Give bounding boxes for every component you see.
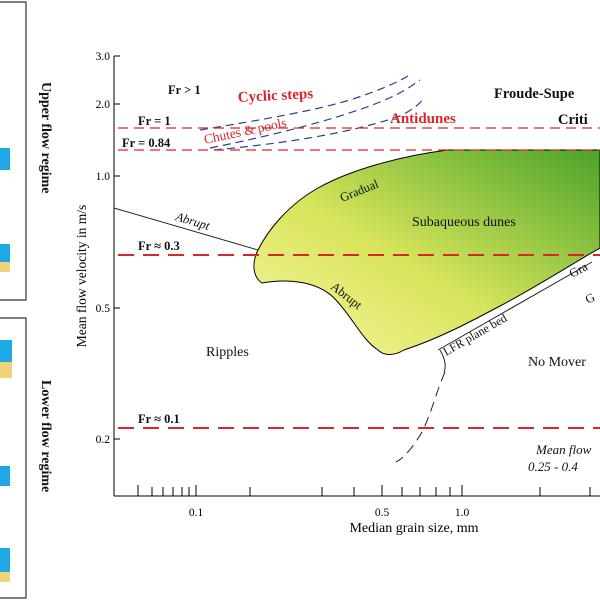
fr-084-label: Fr = 0.84 xyxy=(122,136,171,150)
chutes-pools-boundary-upper xyxy=(209,79,421,149)
g-right-label: G xyxy=(583,290,598,307)
x-axis-label: Median grain size, mm xyxy=(349,521,478,536)
lower-regime-icon-3-sediment xyxy=(0,572,10,582)
lower-regime-icon-3 xyxy=(0,548,10,572)
critical-label: Criti xyxy=(558,112,588,128)
left-bracket-panel: Upper flow regime Lower flow regime xyxy=(0,1,53,599)
lfr-boundary-line xyxy=(437,261,593,351)
lower-regime-bracket xyxy=(0,317,27,599)
y-tick-1: 1.0 xyxy=(96,171,111,183)
lfr-boundary-tick xyxy=(439,349,446,373)
supercritical-label: Froude-Supe xyxy=(494,86,575,102)
upper-regime-icon-1 xyxy=(0,148,10,170)
abrupt-upper-label: Abrupt xyxy=(173,209,212,233)
y-tick-05: 0.5 xyxy=(96,303,111,315)
ripples-label: Ripples xyxy=(206,345,249,360)
chutes-pools-boundary-lower xyxy=(213,97,425,151)
lower-regime-icon-1 xyxy=(0,340,12,362)
upper-regime-bracket xyxy=(0,1,27,301)
upper-regime-icon-2 xyxy=(0,244,10,262)
lower-regime-icon-2 xyxy=(0,466,10,486)
x-ticks xyxy=(137,485,591,496)
y-axis-label: Mean flow velocity in m/s xyxy=(74,205,89,347)
lower-regime-icon-1-sediment xyxy=(0,362,12,378)
mean-flow-label-line2: 0.25 - 0.4 xyxy=(528,459,578,474)
y-tick-3: 3.0 xyxy=(96,51,111,63)
x-tick-10: 1.0 xyxy=(455,507,470,519)
fr-01-label: Fr ≈ 0.1 xyxy=(138,412,180,426)
cyclic-steps-boundary xyxy=(199,75,409,131)
lower-regime-label: Lower flow regime xyxy=(38,380,53,492)
upper-regime-icon-2-sediment xyxy=(0,262,10,272)
cyclic-steps-label: Cyclic steps xyxy=(237,86,313,106)
x-tick-01: 0.1 xyxy=(189,507,204,519)
y-tick-2: 2.0 xyxy=(96,99,111,111)
upper-regime-label: Upper flow regime xyxy=(38,82,53,193)
antidunes-label: Antidunes xyxy=(390,111,456,127)
fr-03-label: Fr ≈ 0.3 xyxy=(138,239,180,253)
abrupt-boundary-ripples-upper xyxy=(113,207,259,251)
subaqueous-dunes-label: Subaqueous dunes xyxy=(412,215,516,230)
y-tick-02: 0.2 xyxy=(96,434,111,446)
fr-gt1-label: Fr > 1 xyxy=(168,83,201,97)
upper-regime-dashed-curves xyxy=(199,75,425,151)
axes: 3.0 2.0 1.0 0.5 0.2 0.1 0.5 1.0 xyxy=(74,51,600,536)
boundary-lines xyxy=(113,207,593,373)
froude-labels: Fr > 1 Fr = 1 Fr = 0.84 Fr ≈ 0.3 Fr ≈ 0.… xyxy=(122,83,201,426)
chutes-pools-label: Chutes & pools xyxy=(203,115,288,147)
no-movement-dashed-boundary xyxy=(395,371,446,463)
x-tick-05: 0.5 xyxy=(375,507,390,519)
subaqueous-dunes-field xyxy=(253,149,600,355)
froude-lines xyxy=(118,127,600,429)
no-movement-label: No Mover xyxy=(528,355,586,370)
fr-1-label: Fr = 1 xyxy=(138,114,171,128)
mean-flow-label-line1: Mean flow xyxy=(535,442,592,457)
